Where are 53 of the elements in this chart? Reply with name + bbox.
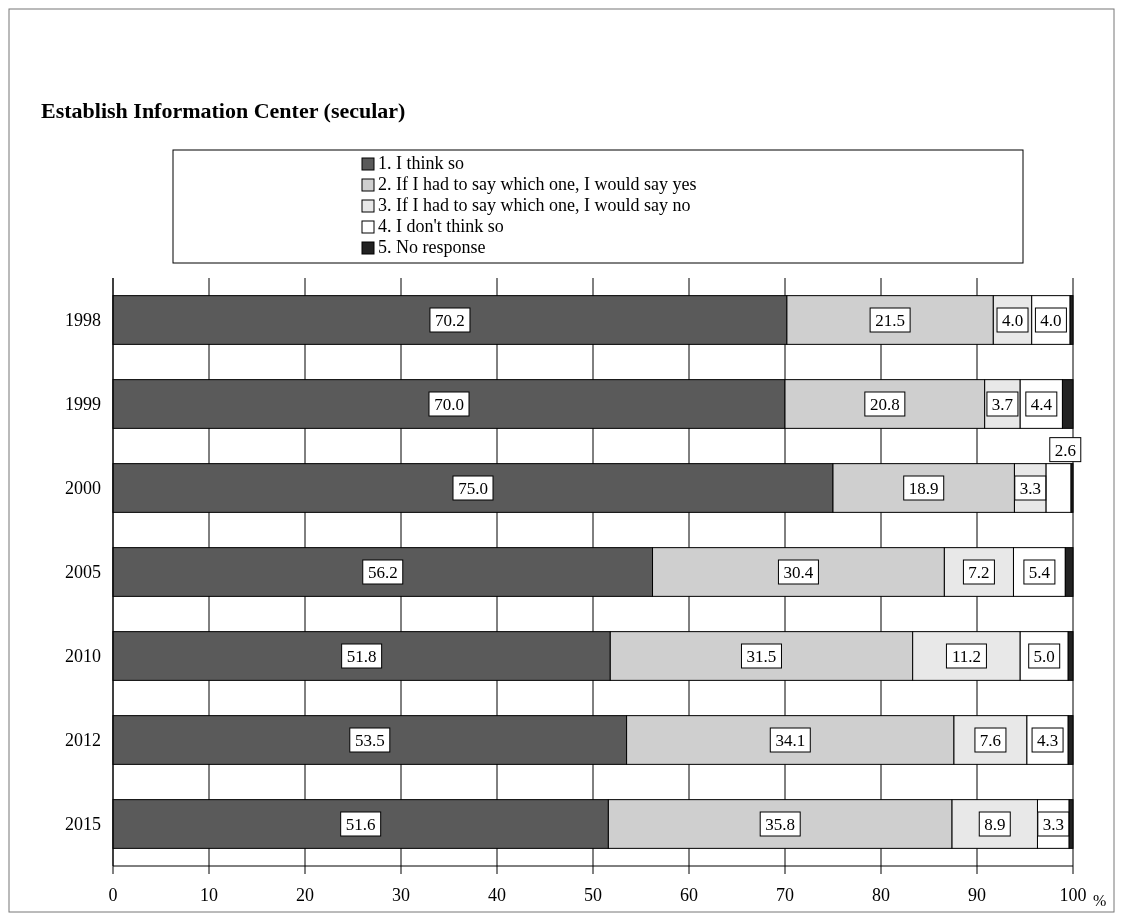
data-label: 70.0: [434, 395, 464, 414]
data-label: 51.6: [345, 815, 376, 834]
data-label: 3.3: [1019, 479, 1041, 498]
x-tick-label: 40: [488, 885, 506, 905]
data-label: 35.8: [765, 815, 796, 834]
data-label: 20.8: [869, 395, 900, 414]
x-tick-label: 100: [1059, 885, 1087, 905]
y-tick-label: 2005: [65, 562, 101, 582]
y-tick-label: 2010: [65, 646, 101, 666]
data-label: 31.5: [746, 647, 777, 666]
data-label: 70.2: [435, 311, 465, 330]
data-label: 3.7: [991, 395, 1014, 414]
x-tick-label: 0: [108, 885, 118, 905]
x-axis-title: %: [1093, 892, 1107, 909]
legend-label: 5. No response: [378, 237, 486, 257]
legend-label: 4. I don't think so: [378, 216, 504, 236]
x-tick-label: 10: [200, 885, 218, 905]
data-label: 4.4: [1030, 395, 1053, 414]
data-label: 3.3: [1042, 815, 1064, 834]
x-tick-label: 20: [296, 885, 314, 905]
data-label: 51.8: [346, 647, 377, 666]
y-tick-label: 2015: [65, 814, 101, 834]
data-label: 21.5: [875, 311, 905, 330]
x-tick-label: 30: [392, 885, 410, 905]
y-tick-label: 1999: [65, 394, 101, 414]
data-label: 11.2: [951, 647, 981, 666]
data-label: 4.0: [1040, 311, 1062, 330]
x-tick-label: 50: [584, 885, 602, 905]
data-label: 8.9: [984, 815, 1006, 834]
data-label: 53.5: [354, 731, 385, 750]
data-label: 34.1: [775, 731, 806, 750]
data-label: 7.6: [979, 731, 1002, 750]
legend-label: 2. If I had to say which one, I would say yes: [378, 174, 697, 194]
y-tick-label: 1998: [65, 310, 101, 330]
y-tick-label: 2000: [65, 478, 101, 498]
data-label: 7.2: [968, 563, 990, 582]
data-label: 75.0: [458, 479, 488, 498]
data-label: 2.6: [1054, 440, 1076, 460]
data-label: 4.0: [1001, 311, 1024, 330]
legend-label: 3. If I had to say which one, I would say no: [378, 195, 691, 215]
x-tick-label: 60: [680, 885, 698, 905]
data-label: 56.2: [367, 563, 398, 582]
y-tick-label: 2012: [65, 730, 101, 750]
chart-title: Establish Information Center (secular): [41, 98, 406, 123]
data-label: 18.9: [908, 479, 939, 498]
x-tick-label: 90: [968, 885, 986, 905]
legend-label: 1. I think so: [378, 153, 465, 173]
data-label: 5.0: [1033, 647, 1055, 666]
data-label: 30.4: [783, 563, 814, 582]
x-tick-label: 80: [872, 885, 890, 905]
data-label: 4.3: [1036, 731, 1059, 750]
data-label: 5.4: [1028, 563, 1051, 582]
x-tick-label: 70: [776, 885, 794, 905]
